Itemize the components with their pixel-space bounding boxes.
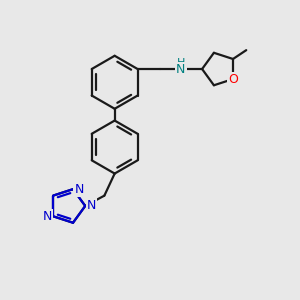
Text: N: N xyxy=(42,210,52,223)
Text: H: H xyxy=(177,58,185,68)
Text: N: N xyxy=(74,183,84,196)
Text: N: N xyxy=(176,62,186,76)
Text: N: N xyxy=(87,200,96,212)
Text: O: O xyxy=(228,73,238,85)
